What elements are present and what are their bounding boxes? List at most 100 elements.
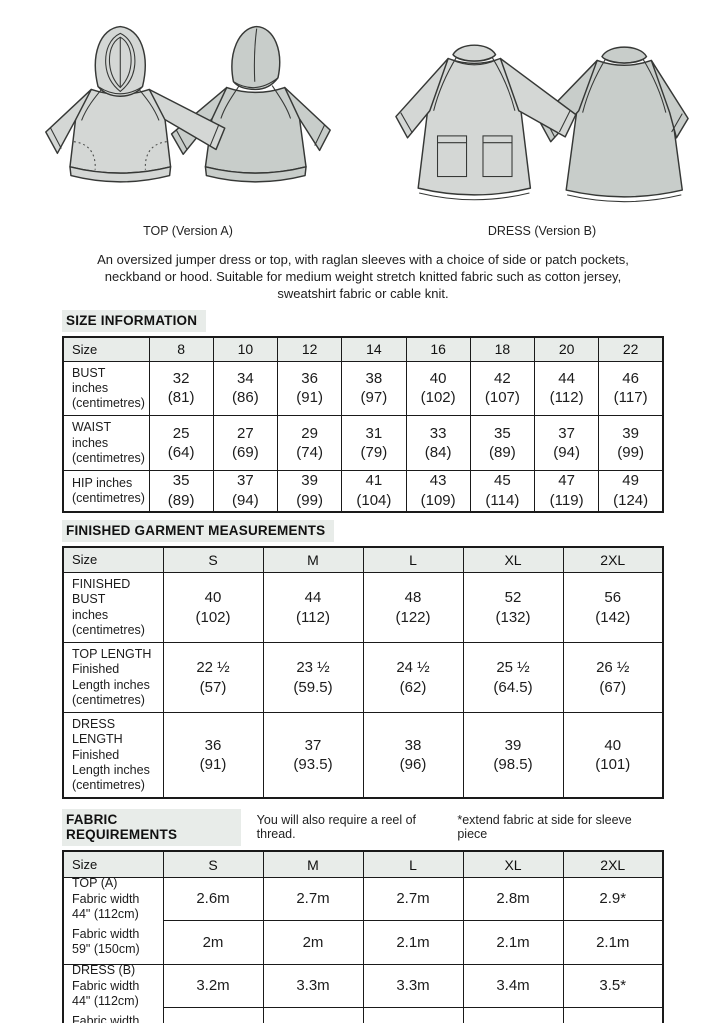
header-row: Size S M L XL 2XL <box>62 850 664 878</box>
value-cell: 35 (89) <box>469 415 536 471</box>
column-header: XL <box>462 850 564 878</box>
row-label: WAIST inches (centimetres) <box>62 415 150 471</box>
column-header: S <box>162 546 264 573</box>
size-information-heading-row: SIZE INFORMATION <box>62 310 664 332</box>
dress-front-back-drawing <box>395 44 689 203</box>
column-header: 16 <box>405 336 471 362</box>
value-cell: 25 ½ (64.5) <box>462 642 564 713</box>
row-label: BUST inches (centimetres) <box>62 360 150 417</box>
value-cell: 3.3m <box>262 963 364 1009</box>
value-cell: 2.8m <box>462 876 564 922</box>
column-header: XL <box>462 546 564 573</box>
column-header: 14 <box>341 336 407 362</box>
row-label-text: TOP (A) Fabric width 44" (112cm) <box>72 876 140 921</box>
value-cell: 2.1m <box>362 920 464 965</box>
description-line: neckband or hood. Suitable for medium we… <box>104 269 622 284</box>
value-cell: 39 (99) <box>598 415 664 471</box>
value-cell: 2.7m <box>362 876 464 922</box>
value-cell: 2.6m <box>562 1007 664 1023</box>
fabric-requirements-table: Size S M L XL 2XL TOP (A) Fabric width 44" (11… <box>62 850 664 1023</box>
value-cell: 34 (86) <box>212 360 279 417</box>
dress-back-view <box>538 46 689 203</box>
table-row: HIP inches (centimetres) 35 (89) 37 (94) 39… <box>62 470 664 512</box>
value-cell: 29 (74) <box>276 415 343 471</box>
value-cell: 31 (79) <box>341 415 407 471</box>
value-cell: 3.4m <box>462 963 564 1009</box>
table-row: FINISHED BUST inches (centimetres) 40 (10… <box>62 572 664 643</box>
value-cell: 3.3m <box>362 963 464 1009</box>
row-label: DRESS LENGTH Finished Length inches (cen… <box>62 712 164 799</box>
value-cell: 2.1m <box>562 920 664 965</box>
value-cell: 37 (94) <box>533 415 600 471</box>
description-line: An oversized jumper dress or top, with r… <box>97 252 629 267</box>
row-label: FINISHED BUST inches (centimetres) <box>62 572 164 643</box>
garment-illustrations <box>0 0 726 222</box>
value-cell: 3.2m <box>162 963 264 1009</box>
value-cell: 44 (112) <box>262 572 364 643</box>
sleeve-extension-note: *extend fabric at side for sleeve piece <box>457 813 632 842</box>
value-cell: 33 (84) <box>405 415 471 471</box>
table-row: BUST inches (centimetres) 32 (81) 34 (86) 3… <box>62 360 664 417</box>
value-cell: 37 (94) <box>212 470 279 512</box>
value-cell: 46 (117) <box>598 360 664 417</box>
finished-garment-measurements-table: Size S M L XL 2XL FINISHED BUST inches (centim… <box>62 545 664 800</box>
value-cell: 25 (64) <box>148 415 214 471</box>
column-header: L <box>362 546 464 573</box>
column-header: 22 <box>598 336 664 362</box>
size-column-header: Size <box>62 850 164 878</box>
header-row: Size 8 10 12 14 16 18 20 22 <box>62 336 664 362</box>
dress-front-view <box>395 44 577 201</box>
value-cell: 44 (112) <box>533 360 600 417</box>
fabric-requirements-heading-row: FABRIC REQUIREMENTS You will also requir… <box>62 809 664 847</box>
value-cell: 36 (91) <box>276 360 343 417</box>
column-header: 2XL <box>562 546 664 573</box>
value-cell: 2.6m <box>162 876 264 922</box>
value-cell: 2.4m <box>162 1007 264 1023</box>
size-information-heading: SIZE INFORMATION <box>62 310 207 332</box>
value-cell: 40 (101) <box>562 712 664 799</box>
value-cell: 48 (122) <box>362 572 464 643</box>
value-cell: 2.9* <box>562 876 664 922</box>
value-cell: 40 (102) <box>162 572 264 643</box>
column-header: M <box>262 546 364 573</box>
table-row: DRESS LENGTH Finished Length inches (cen… <box>62 712 664 799</box>
header-row: Size S M L XL 2XL <box>62 546 664 573</box>
table-row: WAIST inches (centimetres) 25 (64) 27 (69)… <box>62 415 664 471</box>
value-cell: 39 (98.5) <box>462 712 564 799</box>
value-cell: 47 (119) <box>533 470 600 512</box>
value-cell: 27 (69) <box>212 415 279 471</box>
column-header: 8 <box>148 336 214 362</box>
value-cell: 39 (99) <box>276 470 343 512</box>
row-label: DRESS (B) Fabric width 44" (112cm) Fabric… <box>62 963 164 1023</box>
column-header: 20 <box>533 336 600 362</box>
row-label: TOP LENGTH Finished Length inches (centi… <box>62 642 164 713</box>
column-header: 2XL <box>562 850 664 878</box>
value-cell: 43 (109) <box>405 470 471 512</box>
table-row: DRESS (B) Fabric width 44" (112cm) Fabric… <box>62 963 664 1023</box>
finished-garment-heading-row: FINISHED GARMENT MEASUREMENTS <box>62 519 664 542</box>
value-cell: 2.5m <box>462 1007 564 1023</box>
table-row: 2m 2m 2.1m 2.1m 2.1m <box>63 920 664 965</box>
description-line: sweatshirt fabric or cable knit. <box>277 286 449 301</box>
column-header: S <box>162 850 264 878</box>
caption-top-version-a: TOP (Version A) <box>143 224 233 238</box>
table-row: TOP LENGTH Finished Length inches (centi… <box>62 642 664 713</box>
table-row: TOP (A) Fabric width 44" (112cm) Fabric w… <box>62 876 664 965</box>
size-column-header: Size <box>62 336 150 362</box>
value-cell: 2m <box>162 920 264 965</box>
row-label: HIP inches (centimetres) <box>62 470 150 512</box>
size-information-table: Size 8 10 12 14 16 18 20 22 BUST inches (centimet… <box>62 336 664 513</box>
column-header: 10 <box>212 336 279 362</box>
hoodie-back-view <box>170 25 331 183</box>
value-cell: 22 ½ (57) <box>162 642 264 713</box>
value-cell: 2.7m <box>262 876 364 922</box>
thread-note: You will also require a reel of thread. <box>256 813 417 842</box>
value-cell: 49 (124) <box>598 470 664 512</box>
column-header: 18 <box>469 336 536 362</box>
value-cell: 42 (107) <box>469 360 536 417</box>
row-label: TOP (A) Fabric width 44" (112cm) Fabric w… <box>62 876 164 965</box>
size-column-header: Size <box>62 546 164 573</box>
hooded-top-front-back-drawing <box>45 25 331 183</box>
value-cell: 52 (132) <box>462 572 564 643</box>
